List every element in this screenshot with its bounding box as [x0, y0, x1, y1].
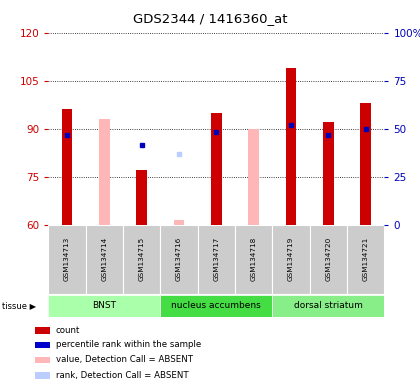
Bar — [248, 129, 259, 225]
Bar — [123, 225, 160, 294]
Bar — [99, 119, 110, 225]
Text: GSM134718: GSM134718 — [251, 237, 257, 281]
Bar — [160, 295, 272, 317]
Bar — [136, 170, 147, 225]
Bar — [310, 225, 347, 294]
Text: GSM134720: GSM134720 — [326, 237, 331, 281]
Bar — [198, 225, 235, 294]
Text: GSM134716: GSM134716 — [176, 237, 182, 281]
Text: tissue ▶: tissue ▶ — [2, 301, 36, 310]
Bar — [323, 122, 333, 225]
Bar — [360, 103, 371, 225]
Text: GSM134713: GSM134713 — [64, 237, 70, 281]
Text: GDS2344 / 1416360_at: GDS2344 / 1416360_at — [133, 12, 287, 25]
Text: GSM134714: GSM134714 — [101, 237, 107, 281]
Bar — [272, 295, 384, 317]
Text: rank, Detection Call = ABSENT: rank, Detection Call = ABSENT — [55, 371, 188, 380]
Text: GSM134719: GSM134719 — [288, 237, 294, 281]
Text: value, Detection Call = ABSENT: value, Detection Call = ABSENT — [55, 355, 192, 364]
Bar — [211, 113, 221, 225]
Bar — [35, 372, 50, 379]
Bar — [286, 68, 296, 225]
Text: count: count — [55, 326, 80, 335]
Bar — [347, 225, 384, 294]
Text: GSM134715: GSM134715 — [139, 237, 144, 281]
Bar — [174, 222, 184, 225]
Text: BNST: BNST — [92, 301, 116, 310]
Bar — [272, 225, 310, 294]
Bar — [35, 327, 50, 334]
Bar — [35, 357, 50, 363]
Bar — [48, 295, 160, 317]
Text: percentile rank within the sample: percentile rank within the sample — [55, 340, 201, 349]
Bar — [160, 225, 198, 294]
Bar — [174, 220, 184, 225]
Bar — [35, 342, 50, 348]
Bar — [235, 225, 272, 294]
Text: GSM134721: GSM134721 — [362, 237, 369, 281]
Bar — [48, 225, 86, 294]
Bar — [86, 225, 123, 294]
Bar — [62, 109, 72, 225]
Text: GSM134717: GSM134717 — [213, 237, 219, 281]
Text: dorsal striatum: dorsal striatum — [294, 301, 363, 310]
Text: nucleus accumbens: nucleus accumbens — [171, 301, 261, 310]
